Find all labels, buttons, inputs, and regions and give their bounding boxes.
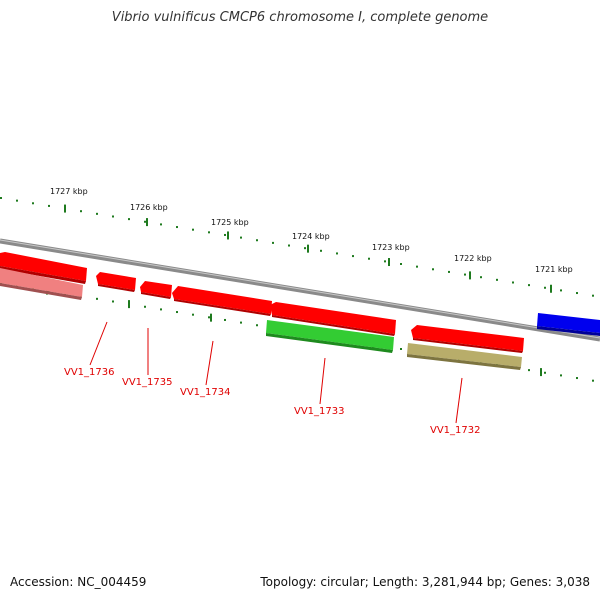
scale-dot [224, 318, 226, 321]
scale-dot [352, 255, 354, 258]
scale-dot [512, 281, 514, 284]
scale-dot [432, 268, 434, 271]
scale-major-tick [388, 258, 390, 267]
scale-dot [176, 311, 178, 314]
other-gene-feature[interactable] [407, 343, 522, 367]
gene-label-VV1_1732[interactable]: VV1_1732 [430, 425, 481, 436]
gene-label-VV1_1735[interactable]: VV1_1735 [122, 377, 173, 388]
scale-dot [80, 210, 82, 213]
scale-dot [544, 286, 546, 289]
scale-dot [32, 202, 34, 205]
outer-scale-ring [0, 197, 594, 297]
scale-major-tick [307, 244, 309, 253]
accession-label: Accession: NC_004459 [10, 575, 147, 589]
gene-labels: VV1_1736 VV1_1735 VV1_1734 VV1_1733 VV1_… [64, 367, 481, 436]
scale-dot [528, 369, 530, 372]
scale-dot [96, 212, 98, 215]
scale-dot [96, 297, 98, 300]
scale-major-tick [128, 300, 130, 309]
scale-dot [416, 265, 418, 268]
scale-dot [400, 348, 402, 350]
scale-dot [288, 244, 290, 247]
chromosome-backbone [0, 238, 600, 342]
scale-dot [496, 278, 498, 281]
scale-dot [368, 257, 370, 260]
genome-summary: Topology: circular; Length: 3,281,944 bp… [260, 575, 590, 589]
scale-dot [592, 294, 594, 297]
scale-dot [448, 270, 450, 273]
scale-dot [160, 223, 162, 226]
scale-dot [576, 292, 578, 295]
scale-dot [544, 371, 546, 374]
scale-dot [384, 260, 386, 263]
scale-dot [464, 273, 466, 276]
scale-dot [48, 204, 50, 207]
chromosome-backbone-highlight [0, 239, 600, 339]
scale-dot [144, 305, 146, 308]
scale-dot [224, 233, 226, 236]
scale-dot [160, 308, 162, 311]
scale-dot [128, 218, 130, 221]
scale-label-1722: 1722 kbp [454, 254, 492, 263]
scale-dot [400, 263, 402, 265]
scale-dot [0, 197, 2, 199]
pseudogene-feature[interactable] [0, 268, 83, 297]
scale-dot [336, 252, 338, 255]
rna-gene-feature[interactable] [266, 320, 394, 350]
scale-dot [192, 313, 194, 316]
scale-dot [240, 321, 242, 324]
gene-label-VV1_1733[interactable]: VV1_1733 [294, 406, 345, 417]
scale-major-tick [227, 231, 229, 240]
gene-label-leaders [89, 321, 463, 424]
scale-dot [304, 247, 306, 250]
scale-dot [272, 241, 274, 244]
gene-VV1_1733-forward[interactable] [270, 302, 396, 334]
scale-label-1724: 1724 kbp [292, 232, 330, 241]
scale-labels: 1727 kbp 1726 kbp 1725 kbp 1724 kbp 1723… [50, 187, 573, 274]
gene-VV1_1735[interactable] [140, 281, 172, 297]
gene-VV1_1734[interactable] [172, 286, 272, 314]
scale-dot [256, 239, 258, 242]
scale-dot [480, 276, 482, 279]
map-title: Vibrio vulnificus CMCP6 chromosome I, co… [111, 10, 489, 25]
scale-label-1721: 1721 kbp [535, 265, 573, 274]
scale-dot [112, 215, 114, 218]
forward-strand-genes [0, 252, 524, 353]
scale-dot [240, 236, 242, 239]
scale-label-1725: 1725 kbp [211, 218, 249, 227]
gene-label-VV1_1734[interactable]: VV1_1734 [180, 387, 231, 398]
scale-major-tick [146, 218, 148, 227]
scale-dot [112, 300, 114, 303]
scale-dot [576, 377, 578, 380]
gene-VV1_1737[interactable] [0, 252, 87, 281]
scale-label-1723: 1723 kbp [372, 243, 410, 252]
scale-major-tick [210, 313, 212, 322]
scale-dot [208, 316, 210, 319]
scale-dot [16, 199, 18, 202]
scale-dot [560, 374, 562, 377]
gene-VV1_1736[interactable] [96, 272, 136, 290]
scale-dot [528, 284, 530, 287]
scale-dot [560, 289, 562, 292]
scale-dot [320, 249, 322, 252]
scale-dot [176, 226, 178, 229]
scale-dot [144, 220, 146, 223]
scale-major-tick [469, 271, 471, 280]
scale-dot [256, 324, 258, 327]
blue-gene-feature[interactable] [537, 313, 600, 333]
scale-label-1726: 1726 kbp [130, 203, 168, 212]
scale-dot [192, 228, 194, 231]
scale-dot [208, 231, 210, 234]
gene-VV1_1732-forward[interactable] [411, 325, 524, 351]
scale-major-tick [64, 204, 66, 213]
gene-label-VV1_1736[interactable]: VV1_1736 [64, 367, 115, 378]
scale-major-tick [540, 368, 542, 377]
scale-major-tick [550, 284, 552, 293]
scale-dot [592, 379, 594, 382]
scale-label-1727: 1727 kbp [50, 187, 88, 196]
